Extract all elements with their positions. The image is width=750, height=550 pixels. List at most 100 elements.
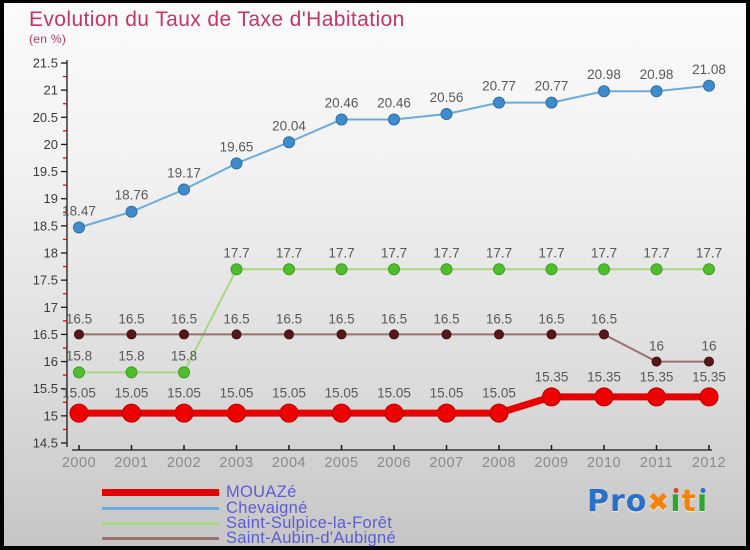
data-label: 15.8 (118, 348, 144, 363)
data-point (230, 263, 243, 276)
legend-label: Saint-Aubin-d'Aubigné (226, 529, 396, 548)
y-tick-label: 17 (44, 300, 58, 315)
data-point (178, 366, 190, 379)
data-label: 20.46 (325, 95, 359, 110)
data-point (69, 403, 89, 423)
data-point (650, 263, 663, 276)
data-label: 15.05 (220, 386, 254, 401)
data-point (493, 263, 505, 276)
x-tick-label: 2005 (324, 455, 358, 471)
x-tick-label: 2010 (587, 455, 621, 471)
data-point (335, 113, 348, 126)
data-point (178, 183, 190, 196)
page-subtitle: (en %) (29, 32, 67, 46)
data-point (283, 136, 295, 149)
legend-item: Chevaigné (102, 499, 396, 516)
data-label: 20.04 (272, 118, 306, 133)
data-label: 18.47 (62, 203, 96, 218)
y-tick-label: 17.5 (33, 273, 58, 288)
data-point (174, 403, 194, 423)
data-point (647, 387, 666, 407)
y-tick-label: 16 (44, 354, 58, 369)
page-title: Evolution du Taux de Taxe d'Habitation (29, 8, 405, 31)
series-saint-aubin-d-aubign: 16.5 16.5 16.5 16.5 16.5 16.5 16.5 16.5 16.5 16.5… (66, 311, 717, 367)
data-point (703, 263, 715, 276)
x-tick-label: 2009 (534, 455, 568, 471)
data-label: 18.76 (115, 188, 149, 203)
data-label: 20.46 (377, 95, 411, 110)
logo-letter: P (587, 484, 610, 519)
data-label: 17.7 (486, 245, 512, 260)
data-point (650, 85, 663, 98)
data-point (651, 356, 662, 367)
data-label: 16.5 (223, 311, 249, 326)
data-label: 20.77 (482, 79, 516, 94)
y-tick-label: 21 (44, 83, 58, 98)
data-label: 16.5 (328, 311, 354, 326)
data-point (699, 387, 719, 407)
data-point (545, 263, 558, 276)
legend-swatch (102, 506, 219, 510)
data-point (227, 403, 246, 423)
logo-letter-dot (673, 488, 679, 493)
data-label: 15.05 (430, 386, 464, 401)
x-tick-label: 2001 (114, 455, 148, 471)
data-label: 15.35 (535, 369, 569, 384)
data-point (283, 263, 295, 276)
x-tick-label: 2008 (482, 455, 516, 471)
data-point (546, 329, 557, 340)
data-label: 17.7 (223, 245, 249, 260)
legend-swatch (102, 521, 219, 525)
legend-item: Saint-Sulpice-la-Forêt (102, 515, 396, 531)
series-saint-sulpice-la-for-t: 15.8 15.8 15.8 17.7 17.7 17.7 17.7 17.7 17.7 17.7… (66, 245, 722, 379)
data-label: 19.65 (220, 139, 254, 154)
data-label: 21.08 (692, 62, 726, 77)
logo-letter-dot (700, 488, 705, 493)
y-tick-label: 18 (44, 246, 58, 261)
series-chevaign: 18.47 18.76 19.17 19.65 20.04 20.46 20.46 20.56… (62, 62, 726, 234)
data-label: 17.7 (328, 245, 354, 260)
data-point (332, 403, 351, 423)
data-point (125, 205, 138, 218)
data-point (388, 113, 400, 126)
data-label: 19.17 (167, 165, 201, 180)
data-label: 16.5 (171, 311, 197, 326)
x-tick-label: 2000 (62, 455, 96, 471)
data-point (598, 263, 610, 276)
x-tick-label: 2002 (167, 455, 201, 471)
data-label: 20.77 (535, 79, 569, 94)
data-point (545, 96, 558, 109)
data-point (388, 263, 400, 276)
data-label: 16 (701, 339, 716, 354)
data-label: 17.7 (591, 245, 617, 260)
legend-swatch (102, 537, 219, 541)
y-tick-label: 20 (44, 137, 58, 152)
data-point (284, 329, 294, 340)
x-tick-label: 2006 (377, 455, 411, 471)
y-tick-label: 19.5 (33, 164, 58, 179)
data-label: 17.7 (433, 245, 459, 260)
data-point (179, 329, 189, 340)
data-point (441, 329, 452, 340)
data-label: 20.98 (587, 67, 621, 82)
data-label: 16.5 (118, 311, 144, 326)
data-label: 17.7 (381, 245, 407, 260)
data-label: 17.7 (696, 245, 722, 260)
proxiti-logo: Pro✖ı tı (587, 484, 708, 519)
data-label: 15.05 (62, 386, 96, 401)
data-point (384, 403, 404, 423)
data-point (231, 329, 242, 340)
data-label: 16 (649, 339, 664, 354)
data-point (493, 96, 505, 109)
data-label: 16.5 (591, 311, 617, 326)
data-label: 17.7 (643, 245, 669, 260)
data-label: 16.5 (433, 311, 459, 326)
data-point (126, 329, 137, 340)
data-point (279, 403, 299, 423)
x-tick-label: 2003 (219, 455, 253, 471)
data-point (594, 387, 614, 407)
data-point (335, 263, 348, 276)
data-label: 16.5 (276, 311, 302, 326)
legend-item: MOUAZé (102, 484, 396, 500)
